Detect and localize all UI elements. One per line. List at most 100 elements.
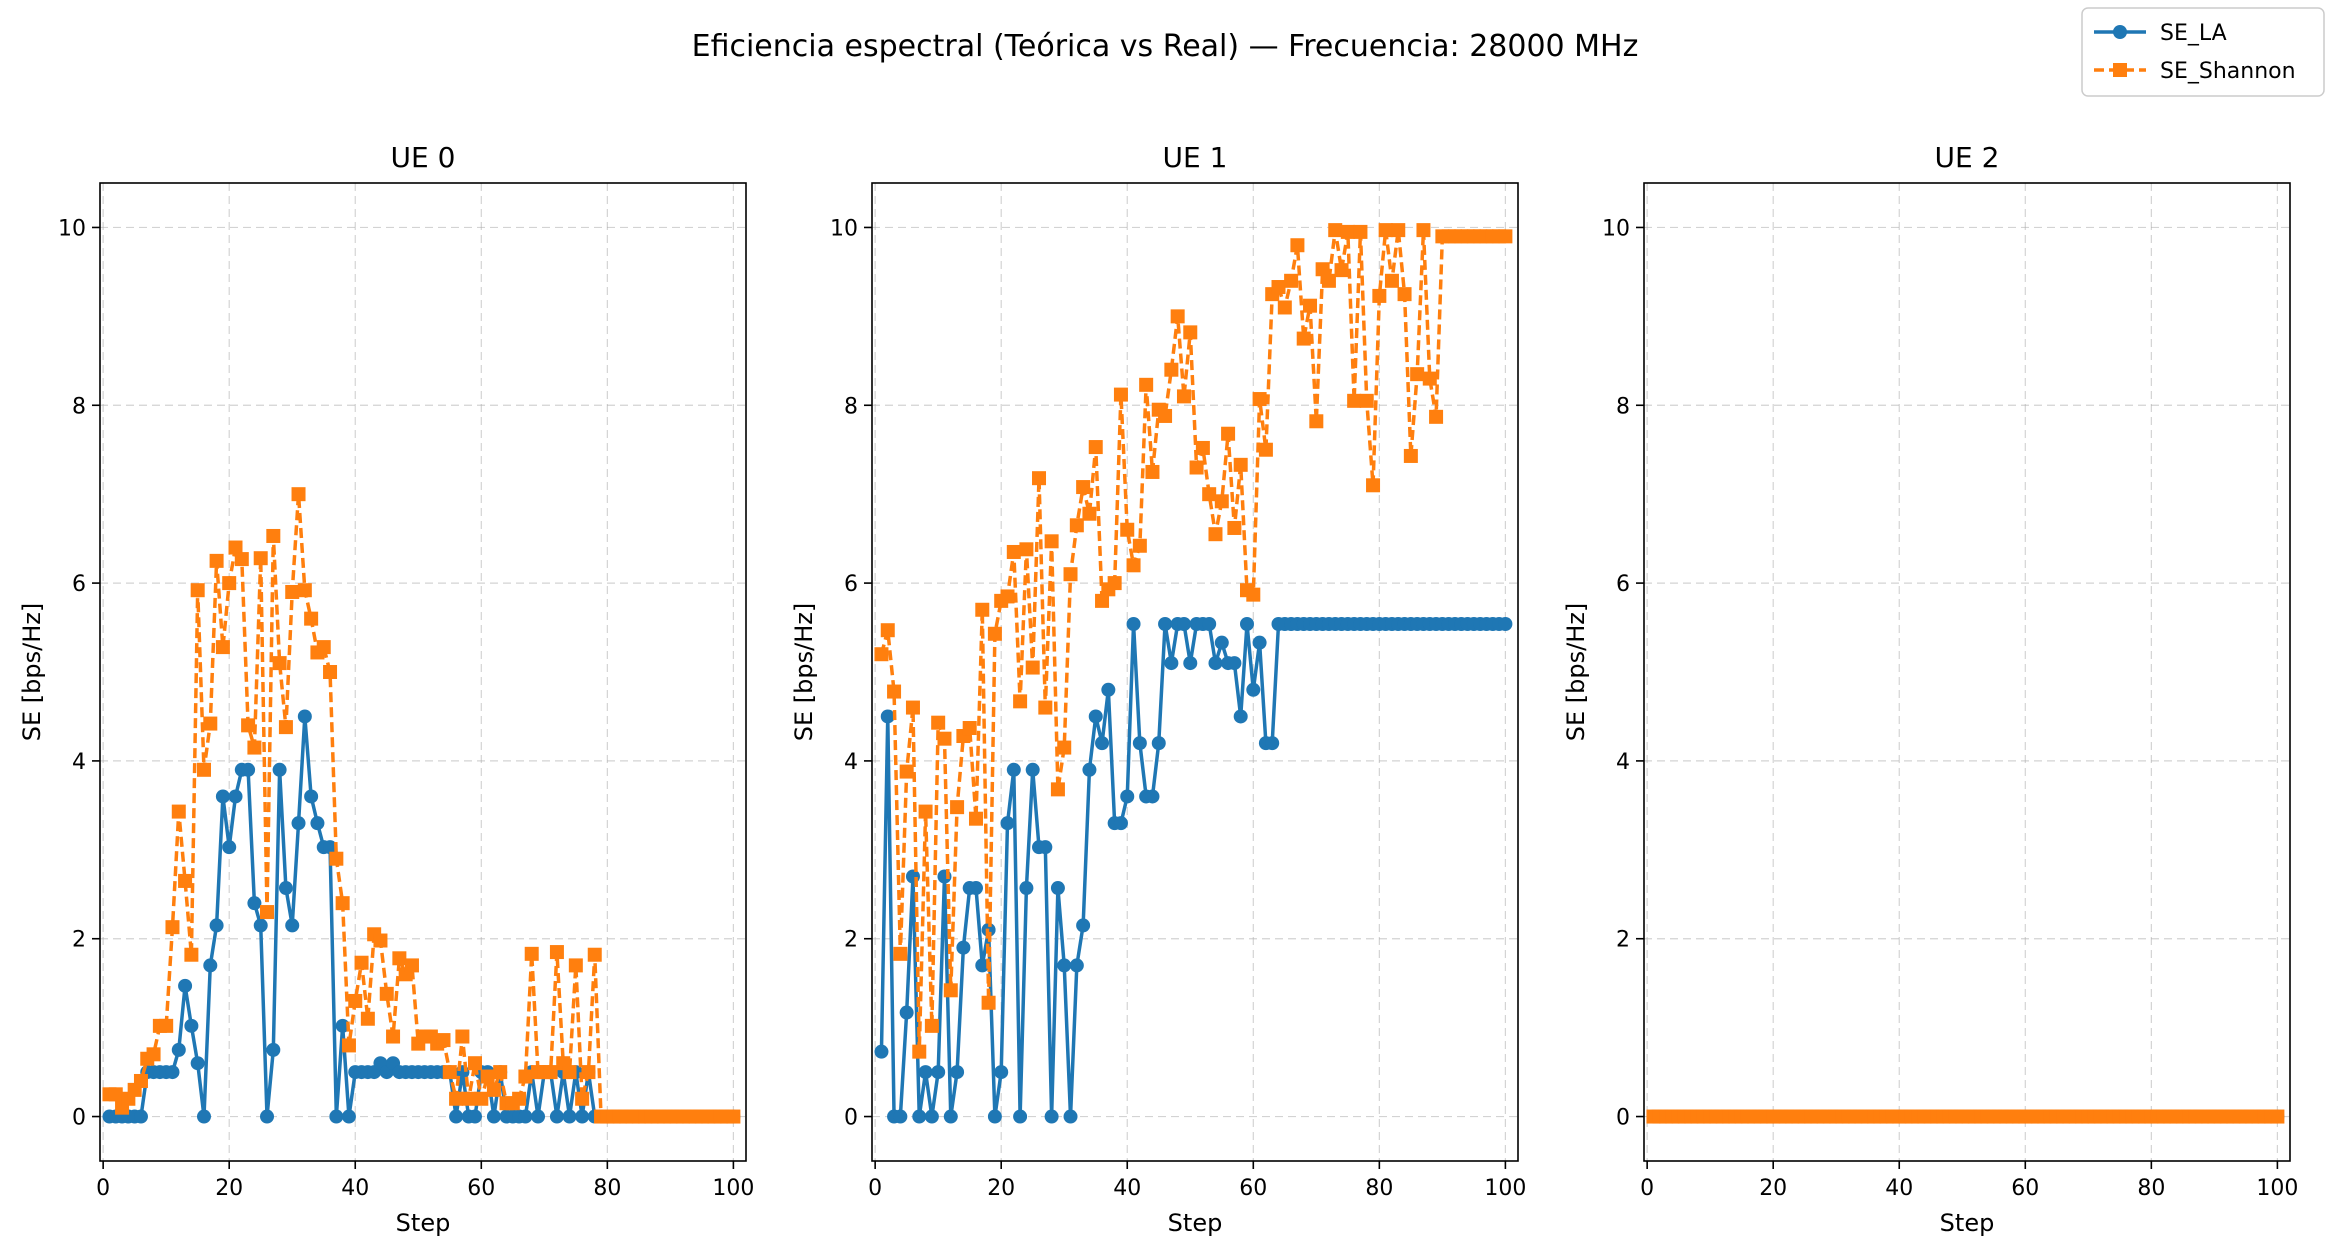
point-se-shannon [924,1018,939,1033]
point-se-shannon [1214,494,1229,509]
x-tick-label: 40 [341,1176,369,1201]
series-line-se-la [879,622,1506,1119]
point-se-shannon [1038,700,1053,715]
series-line-se-shannon [879,228,1506,1054]
point-se-la [1164,656,1179,671]
point-se-shannon [1233,457,1248,472]
point-se-shannon [1139,377,1154,392]
y-tick-label: 4 [72,750,86,775]
point-se-shannon [543,1065,558,1080]
point-se-shannon [184,947,199,962]
y-tick-label: 10 [58,216,86,241]
point-se-shannon [1290,238,1305,253]
point-se-shannon [587,947,602,962]
panel-1: 0 20 40 60 80 100 0 2 4 6 8 10 UE 1 Step SE [bps/Hz] [790,141,1526,1237]
plot-area [102,487,741,1124]
point-se-la [931,1065,946,1080]
y-tick-label: 6 [72,572,86,597]
point-se-la [899,1005,914,1020]
y-axis-label: SE [bps/Hz] [1562,603,1590,741]
point-se-shannon [1353,224,1368,239]
point-se-shannon [285,584,300,599]
point-se-la [950,1065,965,1080]
point-se-shannon [1088,440,1103,455]
point-se-la [341,1109,356,1124]
point-se-la [1063,1109,1078,1124]
point-se-shannon [1183,325,1198,340]
point-se-la [1044,1109,1059,1124]
x-tick-label: 80 [593,1176,621,1201]
point-se-shannon [1132,538,1147,553]
point-se-shannon [1019,542,1034,557]
plot-area [1646,1109,2285,1124]
panel-0: 0 20 40 60 80 100 0 2 4 6 8 10 UE 0 Step SE [bps/Hz] [18,141,754,1237]
point-se-shannon [1082,506,1097,521]
point-se-la [310,816,325,831]
legend: SE_LA SE_Shannon [2081,7,2325,97]
y-axis-label: SE [bps/Hz] [790,603,818,741]
point-se-la [196,1109,211,1124]
x-axis-label: Step [1168,1209,1223,1237]
point-se-shannon [266,528,281,543]
point-se-shannon [278,720,293,735]
point-se-la [278,881,293,896]
y-tick-label: 4 [844,750,858,775]
point-se-la [518,1109,533,1124]
point-se-shannon [354,955,369,970]
point-se-la [1013,1109,1028,1124]
point-se-la [918,1065,933,1080]
point-se-shannon [893,946,908,961]
point-se-la [1113,816,1128,831]
point-se-shannon [549,945,564,960]
point-se-shannon [1189,460,1204,475]
point-se-la [1208,656,1223,671]
x-tick-label: 60 [1239,1176,1267,1201]
point-se-shannon [1284,273,1299,288]
x-tick-label: 0 [1640,1176,1654,1201]
point-se-shannon [1258,442,1273,457]
axes-frame [99,182,747,1162]
point-se-shannon [1340,224,1355,239]
point-se-la [1000,816,1015,831]
point-se-shannon [304,611,319,626]
y-tick-label: 2 [844,928,858,953]
point-se-la [323,840,338,855]
point-se-shannon [899,764,914,779]
point-se-la [467,1109,482,1124]
point-se-la [272,762,287,777]
point-se-shannon [1176,389,1191,404]
point-se-shannon [880,623,895,638]
point-se-shannon [887,684,902,699]
point-se-la [285,918,300,933]
point-se-la [1088,709,1103,724]
x-tick-label: 60 [467,1176,495,1201]
point-se-la [260,1109,275,1124]
point-se-la [975,958,990,973]
point-se-la [1233,709,1248,724]
point-se-shannon [1164,362,1179,377]
point-se-shannon [968,811,983,826]
point-se-shannon [2270,1109,2285,1124]
legend-entry-se-shannon: SE_Shannon [2094,59,2296,84]
point-se-shannon [348,993,363,1008]
point-se-la [449,1109,464,1124]
point-se-shannon [518,1069,533,1084]
y-tick-label: 10 [830,216,858,241]
point-se-shannon [291,487,306,502]
point-se-shannon [297,583,312,598]
point-se-shannon [1113,387,1128,402]
point-se-la [1101,682,1116,697]
point-se-shannon [241,718,256,733]
point-se-la [1252,635,1267,650]
point-se-shannon [1378,223,1393,238]
point-se-la [291,816,306,831]
point-se-shannon [455,1029,470,1044]
point-se-shannon [386,1029,401,1044]
point-se-la [987,1109,1002,1124]
point-se-shannon [234,552,249,567]
point-se-shannon [1050,782,1065,797]
point-se-shannon [1170,309,1185,324]
y-tick-label: 8 [1616,394,1630,419]
point-se-shannon [373,933,388,948]
